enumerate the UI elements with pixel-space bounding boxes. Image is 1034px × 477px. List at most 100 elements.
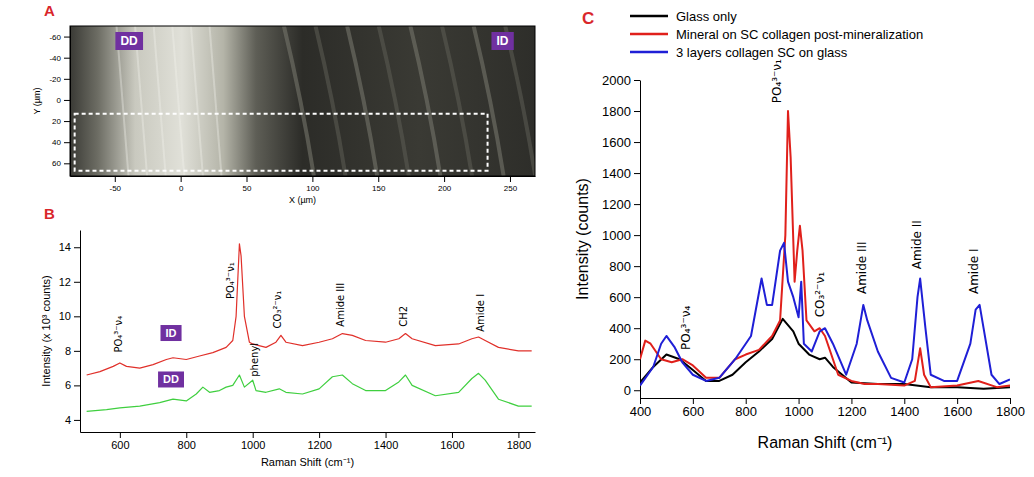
image-streak bbox=[284, 26, 314, 176]
tick-label: 10 bbox=[59, 310, 71, 322]
figure: DDID-50050100150200250-60-40-200204060X … bbox=[0, 0, 1034, 477]
tick: 1600 bbox=[943, 398, 972, 419]
tick: 600 bbox=[683, 398, 705, 419]
series-label-box: DD bbox=[158, 371, 184, 387]
tick: 250 bbox=[504, 176, 518, 193]
tick-mark bbox=[634, 328, 640, 329]
tick: 8 bbox=[65, 345, 80, 357]
tick-mark bbox=[74, 282, 80, 283]
tick-mark bbox=[64, 142, 70, 143]
tick-label: 2000 bbox=[602, 73, 631, 88]
peak-annotation: CO₃²⁻ν₁ bbox=[272, 291, 283, 329]
tick-mark bbox=[904, 398, 905, 404]
tick: 400 bbox=[609, 321, 640, 336]
tick-label: 1800 bbox=[996, 404, 1025, 419]
tick-label: 200 bbox=[609, 352, 631, 367]
tick: 1200 bbox=[602, 197, 640, 212]
tick-label: 1800 bbox=[507, 439, 531, 451]
tick-mark bbox=[634, 359, 640, 360]
tick-mark bbox=[693, 398, 694, 404]
tick: 50 bbox=[243, 176, 252, 193]
frame bbox=[70, 26, 535, 176]
axis: -60-40-200204060 bbox=[49, 27, 70, 177]
peak-annotation: Amide I bbox=[475, 294, 486, 332]
tick-label: 60 bbox=[52, 159, 61, 168]
tick-mark bbox=[634, 142, 640, 143]
tick-label: 800 bbox=[735, 404, 757, 419]
peak-annotation: PO₄³⁻ν₁ bbox=[225, 262, 236, 299]
series-label-box: DD bbox=[115, 32, 143, 50]
tick-mark bbox=[634, 173, 640, 174]
label-background bbox=[491, 32, 513, 50]
tick-label: 0 bbox=[624, 383, 631, 398]
tick-mark bbox=[120, 432, 121, 438]
peak-annotation: PO₄³⁻ν₄ bbox=[113, 316, 124, 353]
legend-swatch bbox=[630, 15, 668, 18]
tick-label: 400 bbox=[609, 321, 631, 336]
tick-mark bbox=[181, 176, 182, 182]
tick-label: -20 bbox=[49, 75, 61, 84]
tick-label: 1000 bbox=[602, 228, 631, 243]
tick-label: 600 bbox=[111, 439, 129, 451]
plot-area bbox=[87, 244, 532, 411]
tick-label: 4 bbox=[65, 414, 71, 426]
image-streak bbox=[442, 26, 472, 176]
tick-mark bbox=[115, 176, 116, 182]
legend-label: Mineral on SC collagen post-mineralizati… bbox=[676, 27, 923, 42]
series-line bbox=[640, 111, 1010, 387]
tick-mark bbox=[634, 204, 640, 205]
axis: 60080010001200140016001800 bbox=[81, 432, 536, 451]
x-axis-title: Raman Shift (cm⁻¹) bbox=[758, 434, 893, 451]
tick-label: 200 bbox=[438, 184, 452, 193]
legend-swatch bbox=[630, 51, 668, 54]
tick-label: 0 bbox=[57, 96, 62, 105]
tick: 100 bbox=[306, 176, 320, 193]
tick: 1000 bbox=[602, 228, 640, 243]
label-background bbox=[115, 32, 143, 50]
tick-label: 20 bbox=[52, 117, 61, 126]
tick-mark bbox=[64, 121, 70, 122]
tick-mark bbox=[74, 420, 80, 421]
tick: 0 bbox=[624, 383, 640, 398]
image-streak bbox=[316, 26, 346, 176]
tick-mark bbox=[74, 385, 80, 386]
tick-label: 250 bbox=[504, 184, 518, 193]
tick-label: 1200 bbox=[602, 197, 631, 212]
series-label: ID bbox=[496, 34, 508, 48]
tick-mark bbox=[247, 176, 248, 182]
tick: 800 bbox=[609, 259, 640, 274]
image-background bbox=[70, 26, 535, 176]
peak-annotation: PO₄³⁻ν₄ bbox=[679, 306, 693, 350]
axis: 40060080010001200140016001800 bbox=[630, 398, 1025, 419]
tick: 800 bbox=[178, 432, 196, 451]
tick-mark bbox=[74, 316, 80, 317]
tick-label: 8 bbox=[65, 345, 71, 357]
tick: 4 bbox=[65, 414, 80, 426]
tick-label: 1400 bbox=[602, 166, 631, 181]
tick: 14 bbox=[59, 241, 80, 253]
tick-mark bbox=[1010, 398, 1011, 404]
tick-label: 12 bbox=[59, 276, 71, 288]
image-streak bbox=[347, 26, 377, 176]
peak-annotation: CH2 bbox=[398, 306, 409, 327]
tick-mark bbox=[746, 398, 747, 404]
label-background bbox=[161, 325, 182, 341]
axis-line bbox=[640, 81, 641, 399]
peak-annotation: PO₄³⁻ν₁ bbox=[770, 59, 784, 103]
tick-mark bbox=[74, 351, 80, 352]
panel-letter: B bbox=[44, 205, 55, 222]
tick-label: 6 bbox=[65, 379, 71, 391]
tick-mark bbox=[74, 247, 80, 248]
tick-mark bbox=[64, 37, 70, 38]
tick-mark bbox=[957, 398, 958, 404]
tick: 1400 bbox=[374, 432, 398, 451]
tick: 800 bbox=[735, 398, 757, 419]
tick-label: 800 bbox=[178, 439, 196, 451]
tick-mark bbox=[312, 176, 313, 182]
tick-mark bbox=[634, 266, 640, 267]
tick: 200 bbox=[438, 176, 452, 193]
tick-mark bbox=[64, 100, 70, 101]
tick: -60 bbox=[49, 33, 70, 42]
tick: 40 bbox=[52, 138, 70, 147]
panel-letter: C bbox=[582, 9, 594, 28]
